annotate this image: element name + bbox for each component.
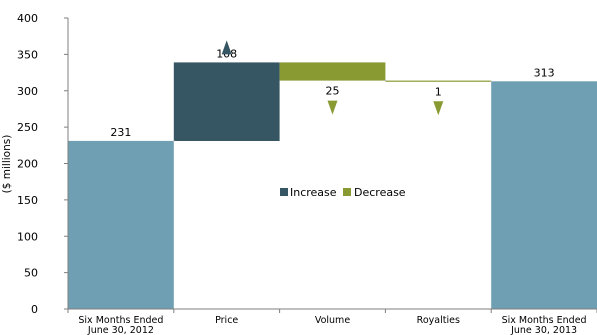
y-tick-label: 400 bbox=[17, 12, 38, 25]
data-label-4: 313 bbox=[534, 66, 555, 79]
bar-total-4 bbox=[491, 81, 597, 309]
y-axis-title: ($ millions) bbox=[1, 135, 13, 194]
y-tick-label: 50 bbox=[24, 267, 38, 280]
x-tick-label: Six Months Ended June 30, 2013 bbox=[502, 315, 587, 335]
x-tick-label: Royalties bbox=[417, 315, 460, 326]
bar-increase-1 bbox=[173, 62, 280, 141]
legend-label-decrease: Decrease bbox=[354, 186, 406, 199]
data-label-3: 1 bbox=[435, 85, 442, 98]
y-tick-label: 100 bbox=[17, 230, 38, 243]
axes: 0 50 100 150 200 250 300 350 400 Six Months Ended… bbox=[17, 12, 597, 335]
data-label-0: 231 bbox=[110, 126, 131, 139]
legend-swatch-decrease bbox=[343, 188, 351, 196]
legend: Increase Decrease bbox=[280, 186, 406, 199]
bars-layer bbox=[68, 61, 597, 309]
x-tick-label: Price bbox=[215, 315, 238, 326]
y-tick-label: 200 bbox=[17, 158, 38, 171]
x-tick-label: Six Months Ended June 30, 2012 bbox=[78, 315, 163, 335]
bar-decrease-3 bbox=[385, 80, 492, 82]
increase-arrow-icon bbox=[221, 40, 232, 55]
legend-swatch-increase bbox=[280, 188, 288, 196]
legend-label-increase: Increase bbox=[290, 186, 337, 199]
decrease-arrow-icon bbox=[327, 100, 338, 115]
labels-layer: 231108251313 bbox=[110, 40, 555, 139]
y-tick-label: 300 bbox=[17, 85, 38, 98]
data-label-2: 25 bbox=[326, 85, 340, 98]
y-tick-label: 150 bbox=[17, 194, 38, 207]
bar-decrease-2 bbox=[279, 62, 386, 81]
y-tick-label: 350 bbox=[17, 48, 38, 61]
x-tick-label: Volume bbox=[315, 315, 350, 326]
y-tick-label: 0 bbox=[31, 303, 38, 316]
y-tick-label: 250 bbox=[17, 121, 38, 134]
decrease-arrow-icon bbox=[433, 101, 444, 116]
bar-total-0 bbox=[68, 140, 174, 309]
